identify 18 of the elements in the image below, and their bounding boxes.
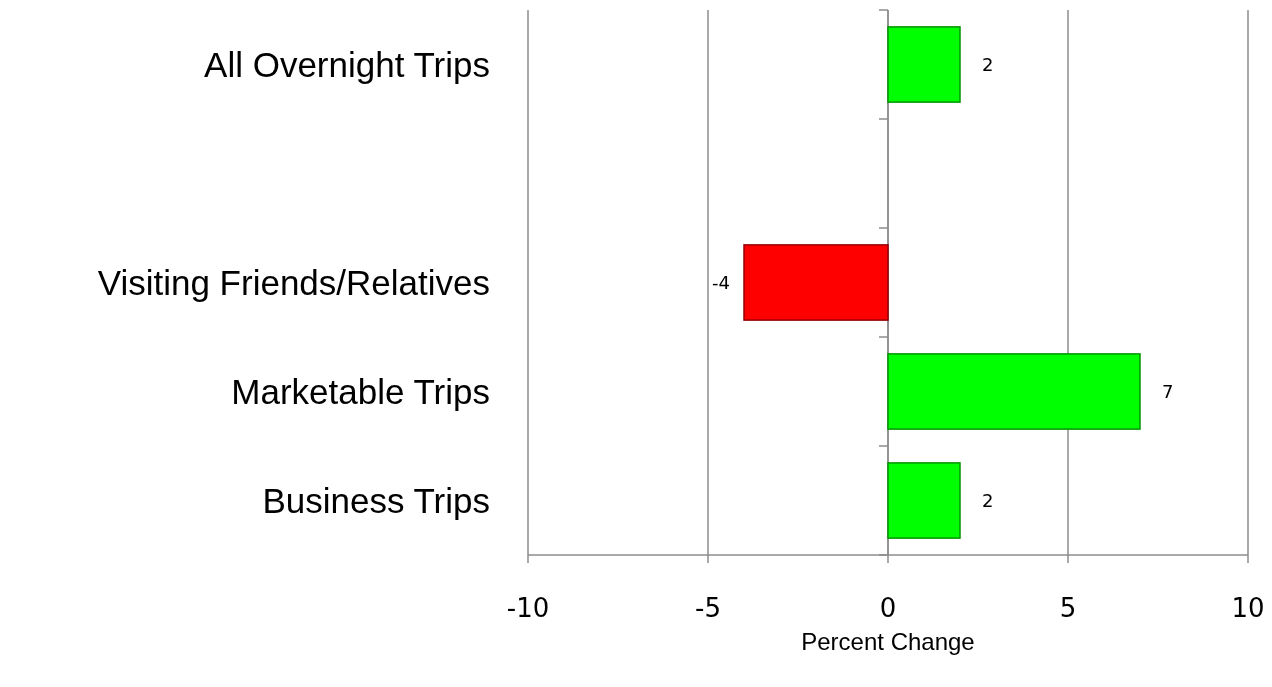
y-tick-label: Business Trips [262,480,490,520]
bar [743,244,889,321]
data-label: -4 [712,271,730,293]
x-tick-label: 10 [1231,593,1265,623]
x-axis-title: Percent Change [801,628,975,655]
bar [887,462,961,539]
y-tick-label: Visiting Friends/Relatives [97,262,490,302]
x-tick-label: 5 [1059,593,1077,623]
data-label: 7 [1162,380,1174,402]
y-tick-label: Marketable Trips [231,371,490,411]
bar [887,353,1141,430]
data-label: 2 [982,53,994,75]
x-tick-label: -10 [506,593,550,623]
data-label: 2 [982,489,994,511]
y-tick-label: All Overnight Trips [204,44,490,84]
bar [887,26,961,103]
x-tick-label: -5 [695,593,721,623]
x-tick-label: 0 [879,593,897,623]
